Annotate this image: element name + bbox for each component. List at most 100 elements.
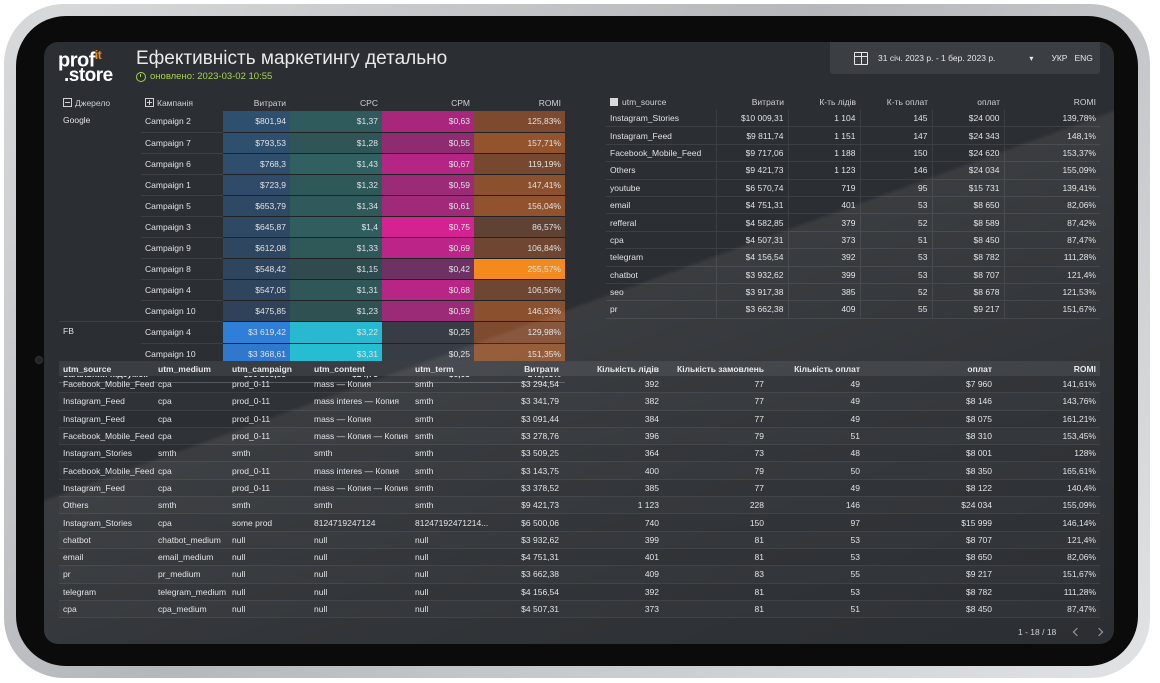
col-utm-source-label: utm_source xyxy=(622,96,667,107)
table-row[interactable]: Campaign 4 $547,05 $1,31 $0,68 106,56% xyxy=(59,279,565,301)
campaign-pivot-table: Джерело Кампанія Витрати CPC CPM ROMI Go… xyxy=(59,94,565,383)
romi-cell: 87,47% xyxy=(1004,231,1100,250)
col-paid[interactable]: оплат xyxy=(977,96,1000,107)
table-row[interactable]: chatbot chatbot_medium null null null $3 932,… xyxy=(59,531,1100,549)
spend-cell: $3 619,42 xyxy=(223,321,290,344)
content-cell: mass — Копия — Копия xyxy=(310,427,411,446)
orders-cell: 81 xyxy=(663,548,768,567)
source-cell: Instagram_Feed xyxy=(59,392,154,411)
term-cell: smth xyxy=(411,410,491,428)
romi-cell: 111,28% xyxy=(1004,248,1100,267)
expand-icon[interactable] xyxy=(145,97,154,107)
col-utm-campaign[interactable]: utm_campaign xyxy=(228,361,310,376)
table-row[interactable]: Instagram_Feed cpa prod_0-11 mass interes —… xyxy=(59,392,1100,411)
table-row[interactable]: Campaign 10 $3 368,61 $3,31 $0,25 151,35% xyxy=(59,343,565,365)
leads-cell: 719 xyxy=(788,179,861,197)
table-row[interactable]: telegram telegram_medium null null null $4 15… xyxy=(59,583,1100,601)
col-romi[interactable]: ROMI xyxy=(996,361,1100,376)
table-row[interactable]: Campaign 1 $723,9 $1,32 $0,59 147,41% xyxy=(59,174,565,196)
col-romi[interactable]: ROMI xyxy=(1073,96,1096,107)
table-row[interactable]: Instagram_Feed cpa prod_0-11 mass — Копия —… xyxy=(59,479,1100,498)
table-row[interactable]: chatbot $3 932,62 399 53 $8 707 121,4% xyxy=(606,266,1100,284)
table-row[interactable]: Campaign 10 $475,85 $1,23 $0,59 146,93% xyxy=(59,300,565,322)
table-row[interactable]: Facebook_Mobile_Feed cpa prod_0-11 mass int… xyxy=(59,461,1100,480)
table-row[interactable]: FB Campaign 4 $3 619,42 $3,22 $0,25 129,98% xyxy=(59,321,565,344)
col-orders[interactable]: Кількість замовлень xyxy=(663,361,768,376)
col-utm-medium[interactable]: utm_medium xyxy=(154,361,228,376)
source-cell: email xyxy=(59,548,154,567)
payments-cell: 51 xyxy=(860,231,933,250)
chevron-left-icon[interactable] xyxy=(1073,627,1082,637)
leads-cell: 382 xyxy=(563,392,663,411)
spend-cell: $793,53 xyxy=(223,132,290,154)
col-spend[interactable]: Витрати xyxy=(751,96,784,107)
calendar-icon[interactable] xyxy=(854,51,868,65)
table-row[interactable]: Instagram_Stories $10 009,31 1 104 145 $24 0… xyxy=(606,110,1100,128)
col-cpc[interactable]: CPC xyxy=(360,97,378,108)
table-row[interactable]: Campaign 8 $548,42 $1,15 $0,42 255,57% xyxy=(59,258,565,280)
table-row[interactable]: Campaign 7 $793,53 $1,28 $0,55 157,71% xyxy=(59,132,565,154)
col-paid[interactable]: оплат xyxy=(864,361,996,376)
col-spend[interactable]: Витрати xyxy=(491,361,563,376)
table-row[interactable]: email $4 751,31 401 53 $8 650 82,06% xyxy=(606,196,1100,215)
col-payments[interactable]: К-ть оплат xyxy=(886,96,928,107)
col-leads[interactable]: Кількість лідів xyxy=(563,361,663,376)
table-row[interactable]: Instagram_Stories smth smth smth smth $3 509,… xyxy=(59,444,1100,463)
table-row[interactable]: cpa cpa_medium null null null $4 507,31 373 81 5… xyxy=(59,600,1100,619)
date-range-picker[interactable]: 31 січ. 2023 р. - 1 бер. 2023 р. xyxy=(878,53,996,63)
table-row[interactable]: pr $3 662,38 409 55 $9 217 151,67% xyxy=(606,300,1100,319)
col-spend[interactable]: Витрати xyxy=(253,97,286,108)
col-source[interactable]: Джерело xyxy=(59,94,141,111)
source-cell: cpa xyxy=(59,600,154,619)
table-row[interactable]: telegram $4 156,54 392 53 $8 782 111,28% xyxy=(606,248,1100,267)
col-cpm[interactable]: CPM xyxy=(451,97,470,108)
table-row[interactable]: Instagram_Stories cpa some prod 81247192471… xyxy=(59,513,1100,532)
col-leads[interactable]: К-ть лідів xyxy=(819,96,856,107)
lang-ukr-button[interactable]: УКР xyxy=(1051,53,1068,63)
col-utm-content[interactable]: utm_content xyxy=(310,361,411,376)
payments-cell: 52 xyxy=(860,283,933,302)
content-cell: null xyxy=(310,548,411,567)
table-row[interactable]: Campaign 5 $653,79 $1,34 $0,61 156,04% xyxy=(59,195,565,217)
table-row[interactable]: Facebook_Mobile_Feed $9 717,06 1 188 150 $24… xyxy=(606,144,1100,163)
collapse-icon[interactable] xyxy=(63,97,72,107)
col-campaign[interactable]: Кампанія xyxy=(141,94,223,111)
table-row[interactable]: Instagram_Feed cpa prod_0-11 mass — Копия sm… xyxy=(59,410,1100,428)
table-row[interactable]: Google Campaign 2 $801,94 $1,37 $0,63 125,83% xyxy=(59,111,565,133)
table-row[interactable]: Facebook_Mobile_Feed cpa prod_0-11 mass — К… xyxy=(59,427,1100,446)
table-row[interactable]: Campaign 9 $612,08 $1,33 $0,69 106,84% xyxy=(59,237,565,259)
paid-cell: $8 707 xyxy=(864,531,996,549)
col-payments[interactable]: Кількість оплат xyxy=(768,361,864,376)
cpc-cell: $1,4 xyxy=(290,216,382,238)
paid-cell: $8 450 xyxy=(932,231,1005,250)
col-utm-source[interactable]: utm_source xyxy=(59,361,154,376)
chevron-down-icon[interactable]: ▾ xyxy=(1029,53,1034,63)
table-row[interactable]: Facebook_Mobile_Feed cpa prod_0-11 mass — К… xyxy=(59,376,1100,394)
table-row[interactable]: refferal $4 582,85 379 52 $8 589 87,42% xyxy=(606,213,1100,232)
table-row[interactable]: Campaign 6 $768,3 $1,43 $0,67 119,19% xyxy=(59,153,565,175)
chevron-right-icon[interactable] xyxy=(1095,627,1104,637)
table-row[interactable]: seo $3 917,38 385 52 $8 678 121,53% xyxy=(606,283,1100,302)
table-row[interactable]: youtube $6 570,74 719 95 $15 731 139,41% xyxy=(606,179,1100,197)
col-romi[interactable]: ROMI xyxy=(538,97,561,108)
table-row[interactable]: Others $9 421,73 1 123 146 $24 034 155,09% xyxy=(606,161,1100,180)
col-utm-source[interactable]: utm_source xyxy=(606,93,716,110)
checkbox-icon[interactable] xyxy=(610,97,618,106)
cpc-cell: $1,31 xyxy=(290,279,382,301)
lang-eng-button[interactable]: ENG xyxy=(1074,53,1093,63)
source-cell: Facebook_Mobile_Feed xyxy=(59,427,154,446)
campaign-cell: Campaign 7 xyxy=(141,132,223,154)
table-row[interactable]: Others smth smth smth smth $9 421,73 1 123 228 1… xyxy=(59,496,1100,515)
table-row[interactable]: email email_medium null null null $4 751,31 40… xyxy=(59,548,1100,567)
romi-cell: 146,93% xyxy=(474,300,565,322)
paid-cell: $24 620 xyxy=(932,144,1005,163)
table-row[interactable]: pr pr_medium null null null $3 662,38 409 83 55 $… xyxy=(59,565,1100,584)
table-row[interactable]: Instagram_Feed $9 811,74 1 151 147 $24 343 14… xyxy=(606,126,1100,145)
leads-cell: 399 xyxy=(788,266,861,284)
spend-cell: $9 811,74 xyxy=(716,126,789,145)
col-utm-term[interactable]: utm_term xyxy=(411,361,491,376)
clock-icon xyxy=(136,71,146,82)
table-row[interactable]: Campaign 3 $645,87 $1,4 $0,75 86,57% xyxy=(59,216,565,238)
table-row[interactable]: cpa $4 507,31 373 51 $8 450 87,47% xyxy=(606,231,1100,250)
source-cell: Instagram_Feed xyxy=(59,410,154,428)
